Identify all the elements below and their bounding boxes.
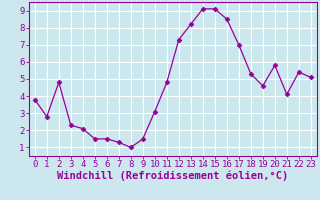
X-axis label: Windchill (Refroidissement éolien,°C): Windchill (Refroidissement éolien,°C) (57, 171, 288, 181)
